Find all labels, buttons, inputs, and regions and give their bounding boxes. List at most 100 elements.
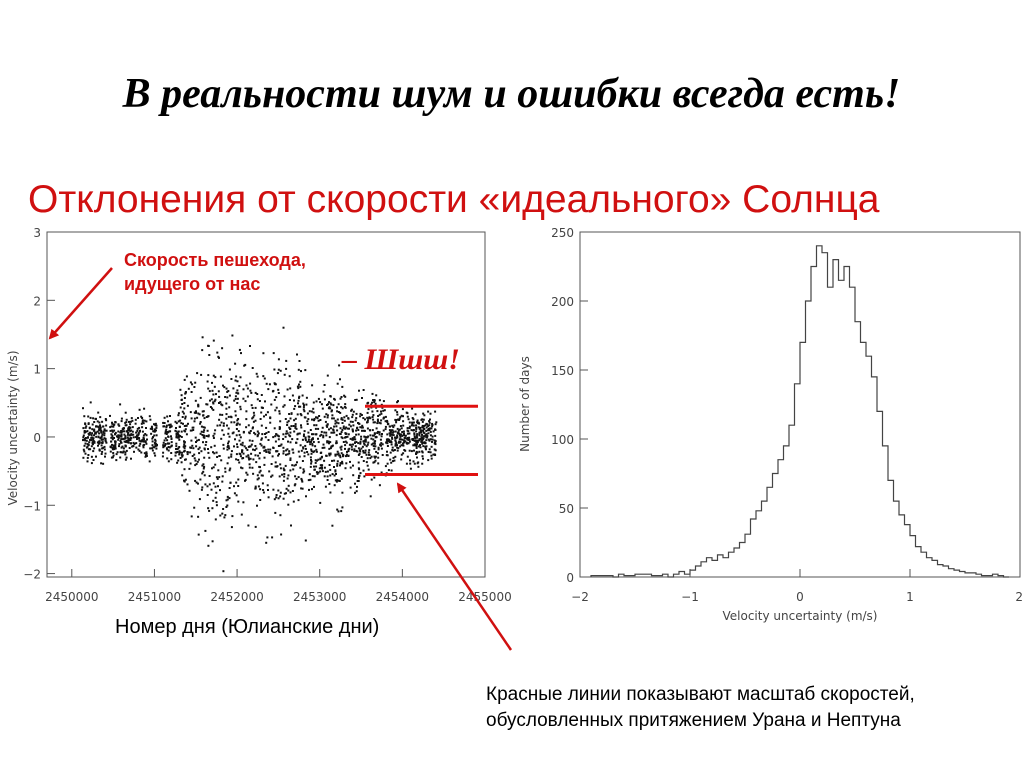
scatter-point: [340, 396, 343, 398]
scatter-point: [87, 444, 90, 447]
scatter-point: [375, 394, 378, 397]
scatter-point: [109, 429, 112, 432]
scatter-point: [361, 429, 363, 432]
scatter-point: [285, 449, 288, 452]
scatter-point: [265, 426, 268, 429]
scatter-point: [233, 399, 236, 402]
scatter-point: [87, 436, 89, 439]
scatter-point: [207, 507, 210, 510]
scatter-point: [345, 436, 348, 438]
scatter-point: [135, 442, 138, 445]
scatter-point: [313, 424, 316, 427]
scatter-point: [282, 326, 285, 329]
scatter-point: [275, 433, 278, 436]
scatter-point: [312, 433, 315, 436]
scatter-ytick-label: 2: [33, 294, 41, 308]
scatter-point: [251, 417, 254, 420]
scatter-point: [181, 474, 184, 477]
scatter-point: [369, 495, 372, 498]
scatter-point: [324, 470, 327, 473]
scatter-point: [396, 444, 398, 447]
scatter-point: [127, 441, 130, 444]
scatter-point: [227, 390, 230, 392]
slide-subtitle: Отклонения от скорости «идеального» Солн…: [28, 178, 880, 221]
scatter-point: [129, 430, 132, 433]
scatter-point: [367, 408, 370, 411]
scatter-point: [302, 446, 305, 449]
scatter-point: [168, 423, 171, 426]
scatter-point: [214, 518, 217, 521]
scatter-point: [95, 435, 98, 438]
scatter-point: [110, 440, 113, 443]
scatter-point: [388, 429, 391, 432]
scatter-point: [134, 422, 137, 425]
scatter-point: [256, 478, 259, 481]
scatter-point: [165, 424, 168, 427]
scatter-point: [98, 441, 101, 444]
scatter-point: [353, 449, 356, 452]
scatter-point: [256, 398, 259, 401]
scatter-point: [334, 470, 337, 473]
scatter-point: [381, 443, 384, 446]
scatter-point: [101, 433, 104, 436]
scatter-point: [371, 434, 374, 437]
scatter-point: [376, 430, 379, 433]
scatter-point: [192, 429, 195, 431]
scatter-point: [361, 426, 364, 429]
scatter-point: [168, 430, 171, 433]
scatter-point: [340, 445, 343, 448]
scatter-point: [193, 506, 196, 509]
scatter-point: [236, 397, 239, 400]
scatter-point: [270, 403, 273, 406]
scatter-point: [297, 499, 300, 502]
scatter-point: [326, 423, 329, 426]
scatter-point: [315, 465, 318, 468]
scatter-point: [100, 431, 103, 434]
scatter-point: [114, 431, 117, 434]
scatter-point: [372, 438, 375, 441]
scatter-point: [241, 467, 244, 470]
scatter-point: [284, 418, 287, 420]
scatter-point: [261, 482, 264, 485]
scatter-point: [112, 445, 115, 448]
scatter-point: [257, 454, 260, 457]
scatter-point: [422, 435, 425, 438]
scatter-point: [265, 451, 268, 453]
scatter-point: [213, 385, 216, 388]
scatter-point: [277, 358, 280, 361]
scatter-point: [241, 444, 244, 447]
scatter-point: [233, 421, 236, 424]
scatter-point: [418, 431, 421, 434]
scatter-point: [196, 439, 199, 442]
scatter-point: [401, 431, 404, 433]
scatter-point: [166, 439, 169, 442]
scatter-point: [416, 441, 419, 444]
scatter-point: [311, 433, 313, 436]
scatter-point: [395, 421, 398, 424]
scatter-point: [431, 440, 433, 443]
scatter-point: [238, 461, 241, 464]
scatter-point: [434, 440, 437, 443]
scatter-point: [204, 529, 207, 532]
scatter-point: [312, 441, 315, 443]
scatter-point: [114, 421, 117, 424]
scatter-point: [122, 450, 125, 453]
scatter-point: [203, 426, 206, 429]
scatter-point: [409, 462, 412, 465]
scatter-point: [318, 467, 321, 470]
scatter-point: [221, 480, 224, 483]
scatter-point: [348, 447, 351, 450]
scatter-point: [304, 539, 307, 542]
scatter-point: [245, 418, 248, 421]
scatter-point: [321, 446, 324, 449]
scatter-point: [197, 438, 200, 441]
scatter-point: [212, 466, 215, 469]
scatter-point: [293, 430, 296, 433]
scatter-point: [205, 435, 208, 437]
scatter-point: [354, 399, 357, 401]
scatter-point: [241, 441, 244, 444]
scatter-point: [179, 457, 182, 459]
scatter-point: [341, 418, 344, 421]
scatter-point: [386, 439, 389, 442]
scatter-point: [235, 391, 238, 394]
